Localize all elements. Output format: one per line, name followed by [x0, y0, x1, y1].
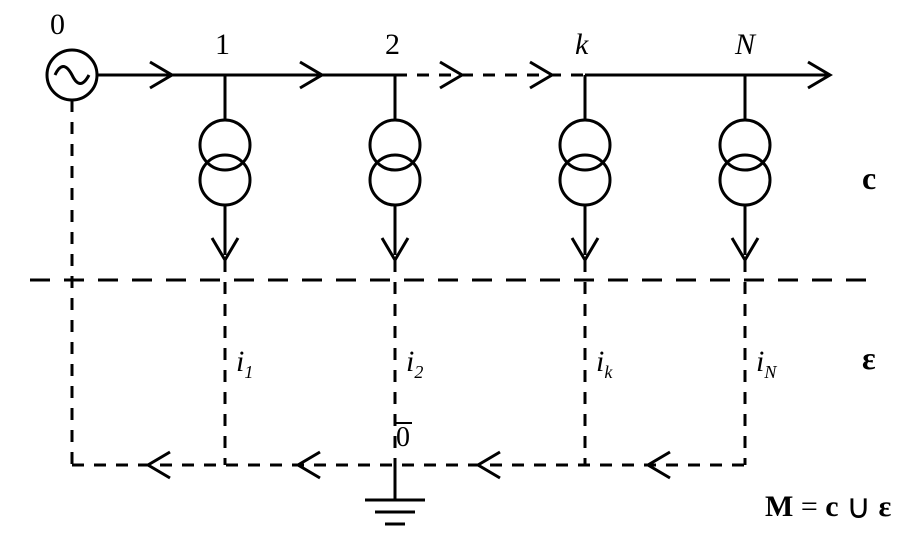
- current-iN-label: iN: [756, 345, 776, 383]
- region-epsilon-label: ε: [862, 340, 876, 377]
- node-1-label: 1: [215, 28, 230, 62]
- current-ik-label: ik: [596, 345, 612, 383]
- node-2-label: 2: [385, 28, 400, 62]
- set-equation-label: M = c ∪ ε: [765, 485, 891, 525]
- region-c-label: c: [862, 160, 876, 197]
- node-k-label: k: [575, 28, 588, 62]
- current-i2-label: i2: [406, 345, 423, 383]
- current-i1-label: i1: [236, 345, 253, 383]
- node-0-label: 0: [50, 8, 65, 42]
- ground-node-label: 0: [396, 422, 410, 454]
- diagram-svg: [0, 0, 918, 551]
- node-N-label: N: [735, 28, 755, 62]
- circuit-diagram: 0 1 2 k N i1 i2 ik iN c ε 0 M = c ∪ ε: [0, 0, 918, 551]
